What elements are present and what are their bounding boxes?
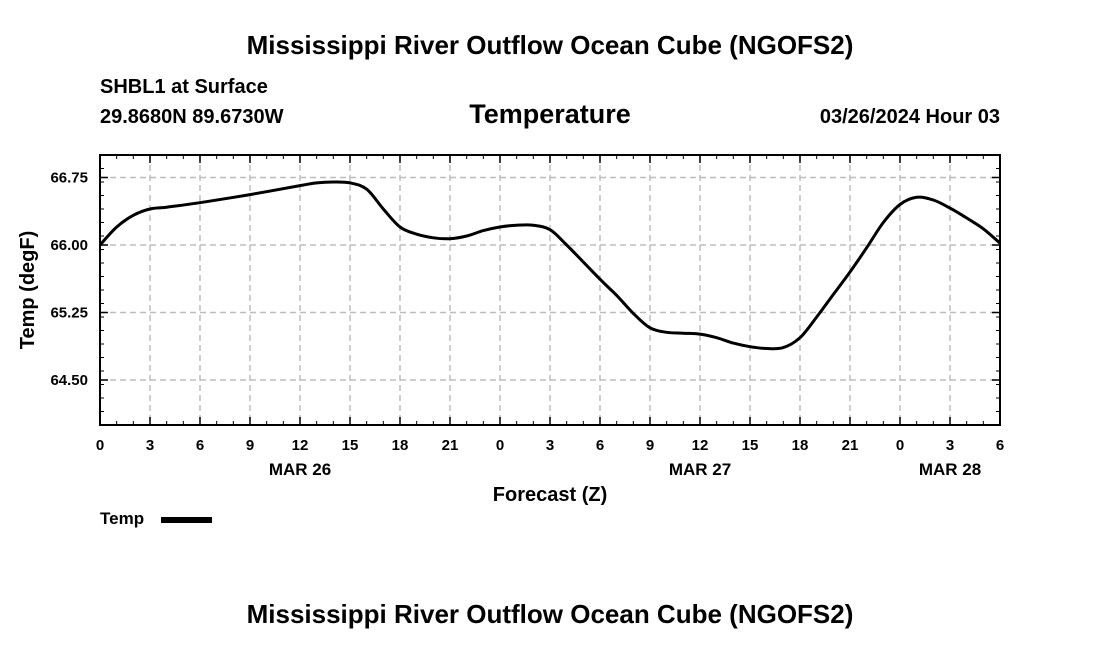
chart-subtitle-text: Temperature	[469, 99, 631, 129]
forecast-datetime: 03/26/2024 Hour 03	[819, 106, 1000, 128]
y-tick-label: 65.25	[50, 305, 88, 322]
x-tick-label: 6	[596, 437, 604, 454]
x-axis-label: Forecast (Z)	[493, 484, 607, 506]
x-tick-label: 0	[896, 437, 904, 454]
chart-subtitle: Temperature	[0, 99, 1100, 130]
plot-frame	[99, 154, 1001, 426]
x-tick-label: 15	[742, 437, 759, 454]
station-coordinates: 29.8680N 89.6730W	[100, 106, 284, 128]
x-tick-label: 18	[392, 437, 409, 454]
x-tick-label: 9	[246, 437, 254, 454]
date-label: MAR 26	[269, 460, 331, 479]
legend-label: Temp	[100, 509, 145, 528]
x-tick-label: 3	[546, 437, 554, 454]
legend-swatch	[161, 517, 212, 523]
series-layer	[98, 180, 1001, 351]
x-tick-label: 21	[842, 437, 859, 454]
x-tick-label: 18	[792, 437, 809, 454]
footer-title: Mississippi River Outflow Ocean Cube (NG…	[246, 599, 854, 629]
station-label: SHBL1 at Surface	[100, 76, 268, 98]
x-tick-label: 6	[196, 437, 204, 454]
tick-label-layer: 0 3 6 9 12 15 18 21 0 3 6 9 12 15 18 21 0 3 6 MAR 26 MAR 27 M…	[50, 170, 1004, 480]
series-line-temp	[98, 180, 1001, 351]
x-tick-label: 6	[996, 437, 1004, 454]
x-tick-label: 0	[496, 437, 504, 454]
x-tick-label: 3	[946, 437, 954, 454]
grid-layer	[100, 155, 1000, 425]
x-tick-label: 12	[292, 437, 309, 454]
y-tick-label: 66.75	[50, 170, 88, 187]
x-tick-label: 12	[692, 437, 709, 454]
x-tick-label: 0	[96, 437, 104, 454]
x-tick-label: 9	[646, 437, 654, 454]
x-tick-label: 21	[442, 437, 459, 454]
date-label: MAR 28	[919, 460, 981, 479]
y-axis-label: Temp (degF)	[17, 231, 39, 350]
x-tick-label: 3	[146, 437, 154, 454]
y-tick-label: 66.00	[50, 237, 88, 254]
chart-main-title: Mississippi River Outflow Ocean Cube (NG…	[246, 30, 854, 60]
date-label: MAR 27	[669, 460, 731, 479]
y-tick-label: 64.50	[50, 372, 88, 389]
x-tick-label: 15	[342, 437, 359, 454]
